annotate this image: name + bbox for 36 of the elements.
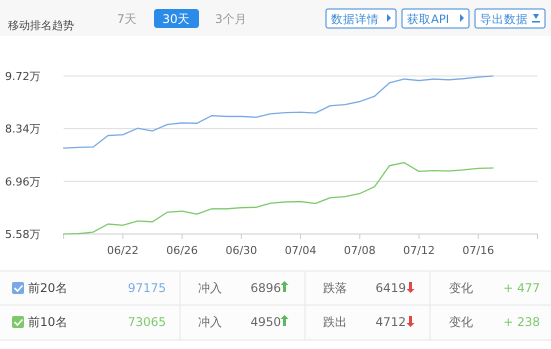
text: 变化 bbox=[449, 315, 473, 329]
text: 97175 bbox=[128, 281, 166, 295]
text: 获取API bbox=[407, 12, 450, 26]
legend-label: 前20名 bbox=[28, 281, 68, 295]
legend-label: 前10名 bbox=[28, 315, 68, 329]
x-tick-label: 07/12 bbox=[403, 244, 435, 257]
line-series bbox=[62, 75, 494, 149]
chart-title: 移动排名趋势 bbox=[8, 19, 74, 32]
text: 3个月 bbox=[215, 12, 247, 26]
text: 导出数据 bbox=[480, 12, 528, 26]
text: 冲入 bbox=[198, 281, 222, 295]
text: 6419 bbox=[375, 281, 406, 295]
text: 4712 bbox=[375, 315, 406, 329]
text: + 238 bbox=[503, 315, 540, 329]
text: 6896 bbox=[250, 281, 281, 295]
x-tick-label: 07/16 bbox=[462, 244, 494, 257]
text: 变化 bbox=[449, 281, 473, 295]
y-tick-label: 5.58万 bbox=[5, 228, 40, 241]
x-tick-label: 06/26 bbox=[166, 244, 198, 257]
text: 跌落 bbox=[323, 281, 347, 295]
text: 跌出 bbox=[323, 315, 347, 329]
text: 7天 bbox=[117, 12, 137, 26]
x-tick-label: 06/22 bbox=[106, 244, 139, 257]
text: 冲入 bbox=[198, 315, 222, 329]
line-series bbox=[62, 162, 494, 235]
x-tick-label: 06/30 bbox=[225, 244, 258, 257]
text: + 477 bbox=[503, 281, 540, 295]
text: 4950 bbox=[250, 315, 281, 329]
text: 数据详情 bbox=[331, 12, 379, 26]
x-tick-label: 07/04 bbox=[284, 244, 316, 257]
x-tick-label: 07/08 bbox=[344, 244, 376, 257]
text: 30天 bbox=[162, 12, 190, 26]
y-tick-label: 6.96万 bbox=[5, 175, 40, 188]
text: 73065 bbox=[128, 315, 166, 329]
y-tick-label: 8.34万 bbox=[5, 122, 40, 136]
y-tick-label: 9.72万 bbox=[5, 70, 40, 83]
